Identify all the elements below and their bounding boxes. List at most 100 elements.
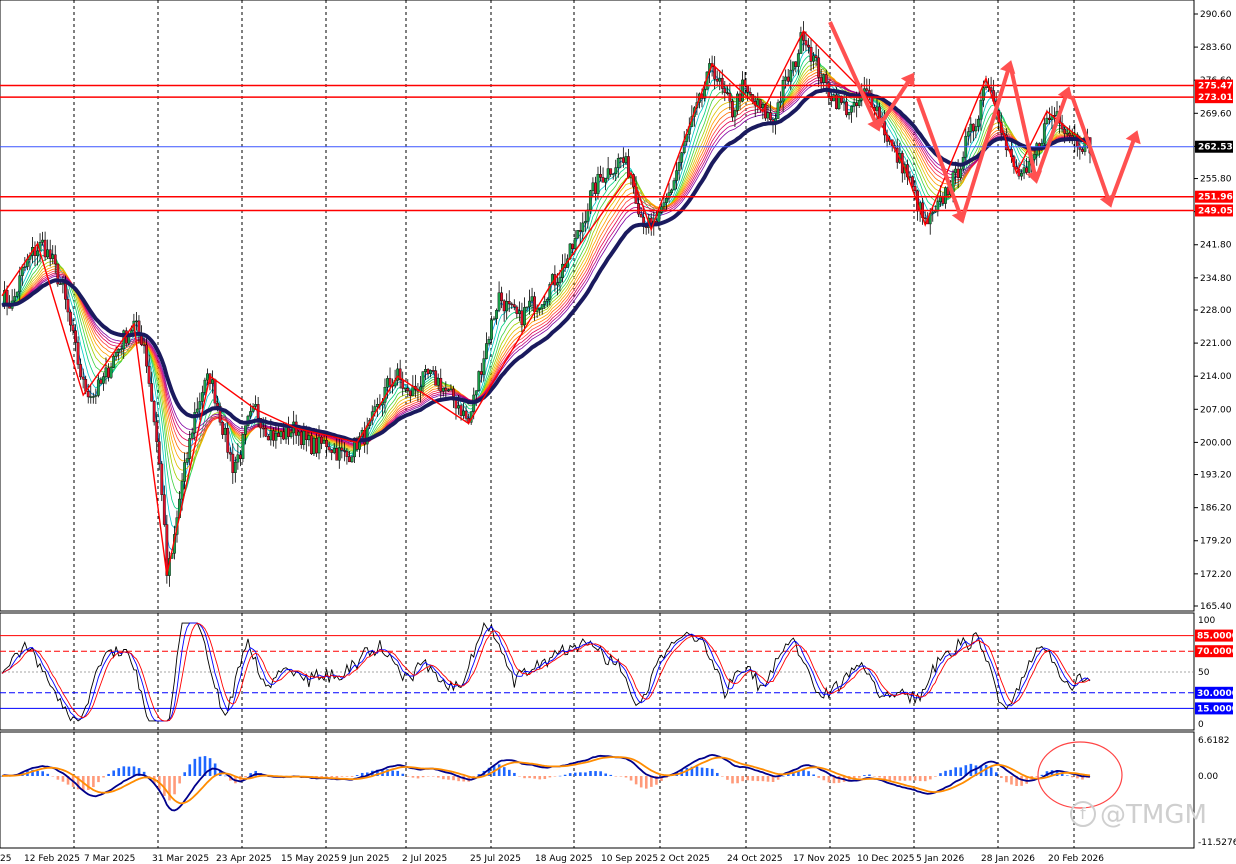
macd-histogram-bar: [954, 767, 957, 776]
macd-histogram-bar: [513, 772, 516, 776]
oscillator-axis: 100 85.0000 70.0000 50 30.0000 15.0000 0: [1195, 616, 1236, 730]
candle-body: [766, 112, 770, 119]
candle-body: [807, 44, 810, 48]
candle-body: [609, 168, 613, 175]
candle-body: [703, 88, 706, 99]
ribbon-line: [1, 74, 1091, 448]
zigzag-path: [1, 29, 1088, 575]
oscillator-level-label: 70.0000: [1197, 647, 1236, 657]
candle-body: [211, 379, 214, 384]
candle-body: [822, 74, 826, 83]
candle-body: [1020, 172, 1023, 177]
candle-body: [794, 61, 798, 67]
macd-panel: 6.6182 0.00 -11.5276: [0, 731, 1236, 849]
candle-body: [718, 77, 722, 82]
macd-histogram-bar: [685, 767, 689, 776]
candle-body: [444, 387, 448, 391]
candle-body: [228, 452, 232, 455]
macd-axis: 6.6182 0.00 -11.5276: [1198, 736, 1236, 848]
price-tick-label: 283.60: [1200, 43, 1232, 53]
candle-body: [183, 462, 187, 482]
macd-histogram-bar: [984, 764, 988, 776]
candle-body: [495, 310, 498, 319]
candle-body: [91, 396, 95, 398]
oscillator-level-tag: [1195, 629, 1233, 642]
candle-body: [81, 376, 85, 380]
date-label: 2 Jul 2025: [402, 854, 447, 864]
candle-body: [271, 430, 275, 441]
candle-body: [20, 267, 24, 276]
candle-body: [1080, 149, 1084, 152]
macd-histogram-bar: [969, 763, 973, 776]
macd-histogram-bar: [183, 772, 187, 776]
macd-histogram-bar: [421, 776, 425, 778]
price-tick-label: 228.00: [1200, 306, 1232, 316]
price-tick-label: 221.00: [1200, 339, 1232, 349]
oscillator-levels: [0, 635, 1194, 709]
level-tag-label: 249.05: [1198, 206, 1233, 216]
macd-histogram-bar: [568, 773, 572, 776]
candle-body: [5, 290, 9, 305]
candle-body: [348, 456, 351, 463]
arrow-head: [1057, 86, 1073, 101]
candle-body: [449, 388, 453, 391]
candle-body: [837, 95, 841, 109]
candle-body: [604, 178, 607, 183]
candle-body: [340, 447, 344, 451]
candle-body: [104, 367, 108, 377]
candle-body: [233, 461, 237, 473]
macd-tick-label: 6.6182: [1198, 736, 1230, 746]
candle-body: [71, 324, 75, 331]
candle-body: [89, 396, 93, 398]
macd-tick-label: -11.5276: [1198, 838, 1236, 848]
macd-histogram-bar: [132, 766, 136, 776]
candle-body: [845, 101, 848, 116]
oscillator-level-label: 30.0000: [1197, 689, 1236, 699]
candle-body: [406, 387, 410, 391]
candle-body: [345, 451, 349, 457]
macd-histogram-bar: [781, 775, 785, 777]
candle-body: [875, 106, 879, 111]
macd-histogram-bar: [979, 765, 983, 776]
macd-histogram-bar: [918, 776, 922, 782]
macd-histogram-bar: [376, 769, 379, 776]
candle-body: [556, 282, 559, 286]
candle-body: [152, 401, 156, 423]
candle-body: [675, 170, 679, 181]
date-label: 31 Mar 2025: [152, 854, 209, 864]
candle-body: [857, 100, 861, 106]
price-tick-label: 214.00: [1200, 372, 1232, 382]
candle-body: [86, 390, 90, 398]
candle-body: [659, 206, 663, 213]
candle-body: [1063, 128, 1067, 134]
oscillator-panel: 100 85.0000 70.0000 50 30.0000 15.0000 0: [0, 612, 1236, 731]
candle-body: [96, 379, 100, 396]
macd-histogram-bar: [812, 774, 815, 776]
macd-histogram-bar: [66, 776, 70, 785]
candle-body: [203, 379, 207, 393]
candle-body: [639, 213, 643, 218]
candle-body: [720, 77, 724, 89]
candle-body: [809, 46, 813, 62]
macd-histogram-bar: [173, 776, 176, 795]
level-tag: [1195, 190, 1233, 203]
candle-body: [200, 392, 204, 402]
candle-body: [479, 371, 483, 375]
candle-body: [908, 176, 912, 179]
arrow-shaft: [960, 63, 1012, 221]
macd-histogram-bar: [787, 773, 790, 776]
candle-body: [667, 192, 671, 199]
macd-histogram-bar: [852, 776, 856, 780]
watermark: f @TMGM: [1070, 800, 1207, 830]
candle-body: [408, 390, 412, 397]
candle-body: [439, 377, 443, 392]
candle-body: [1032, 154, 1036, 160]
macd-histogram-bar: [731, 776, 734, 784]
ribbon-line: [1, 72, 1091, 454]
oscillator-level-label: 85.0000: [1197, 632, 1236, 642]
candle-body: [758, 99, 762, 109]
date-label: 23 Apr 2025: [216, 854, 272, 864]
price-tick-label: 186.20: [1200, 504, 1232, 514]
macd-histogram-bar: [1020, 776, 1023, 786]
macd-histogram-bar: [776, 776, 780, 780]
